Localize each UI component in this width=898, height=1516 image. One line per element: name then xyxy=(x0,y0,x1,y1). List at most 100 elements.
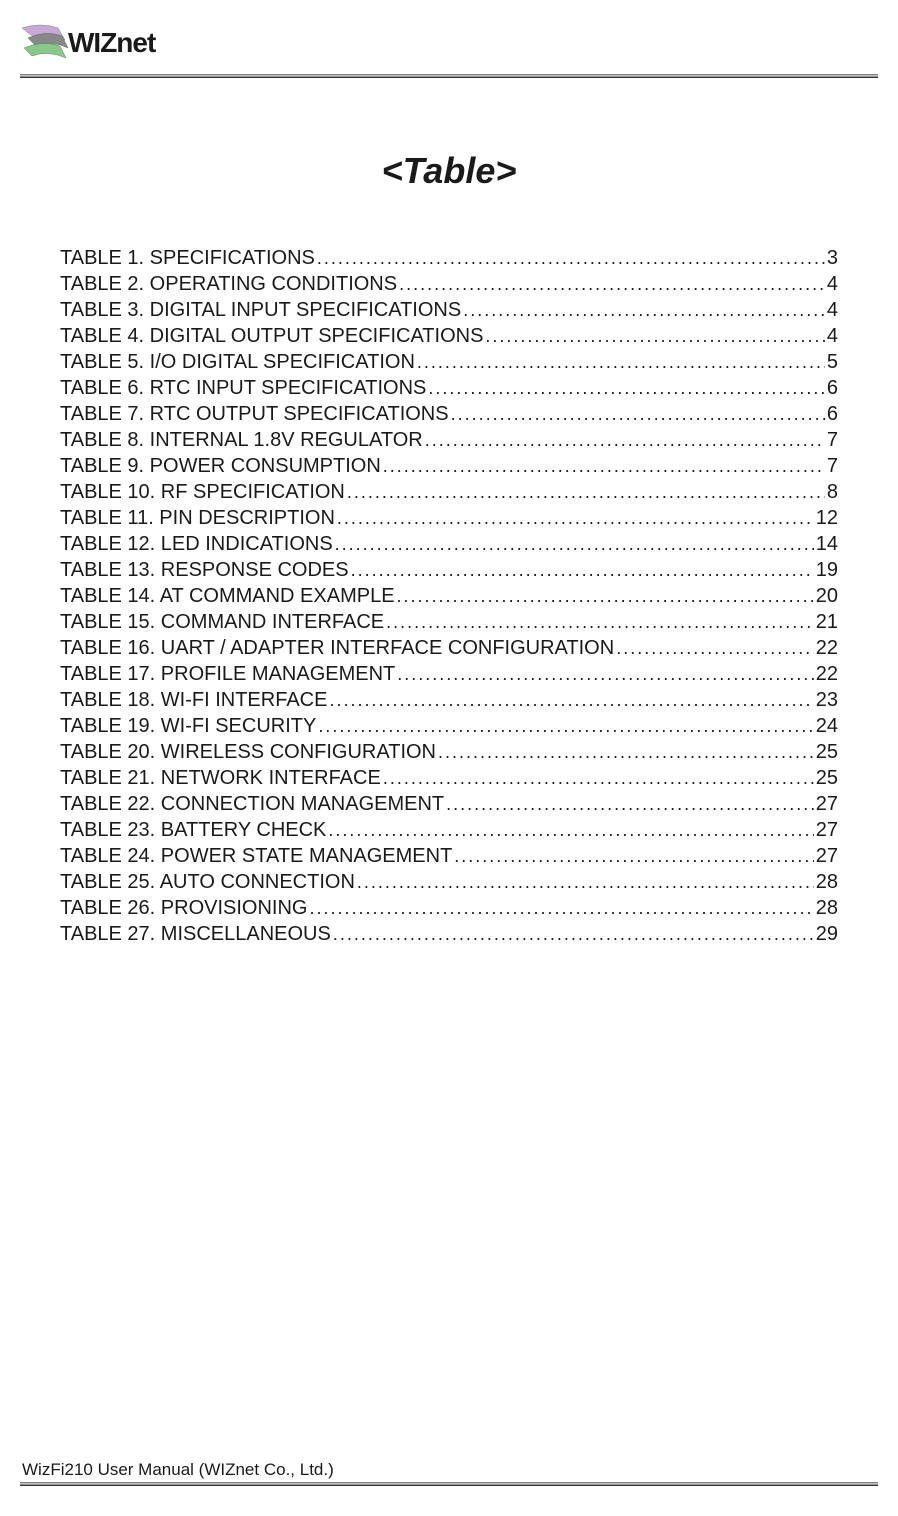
toc-page: 25 xyxy=(816,741,838,764)
page-title: <Table> xyxy=(50,150,848,192)
toc-entry: TABLE 10. RF SPECIFICATION8 xyxy=(60,481,838,504)
toc-label: TABLE 22. CONNECTION MANAGEMENT xyxy=(60,793,444,816)
page-footer: WizFi210 User Manual (WIZnet Co., Ltd.) xyxy=(20,1460,878,1486)
toc-dots xyxy=(446,793,814,816)
toc-page: 6 xyxy=(827,403,838,426)
toc-entry: TABLE 14. AT COMMAND EXAMPLE 20 xyxy=(60,585,838,608)
toc-label: TABLE 12. LED INDICATIONS xyxy=(60,533,333,556)
toc-dots xyxy=(616,637,814,660)
toc-label: TABLE 14. AT COMMAND EXAMPLE xyxy=(60,585,395,608)
footer-text: WizFi210 User Manual (WIZnet Co., Ltd.) xyxy=(20,1460,878,1480)
toc-dots xyxy=(399,273,825,296)
toc-label: TABLE 3. DIGITAL INPUT SPECIFICATIONS xyxy=(60,299,461,322)
toc-page: 6 xyxy=(827,377,838,400)
toc-label: TABLE 11. PIN DESCRIPTION xyxy=(60,507,335,530)
toc-entry: TABLE 24. POWER STATE MANAGEMENT 27 xyxy=(60,845,838,868)
toc-label: TABLE 20. WIRELESS CONFIGURATION xyxy=(60,741,436,764)
toc-dots xyxy=(425,429,825,452)
toc-dots xyxy=(329,689,813,712)
logo-mark-icon xyxy=(20,20,70,65)
toc-entry: TABLE 2. OPERATING CONDITIONS 4 xyxy=(60,273,838,296)
toc-page: 4 xyxy=(827,299,838,322)
logo: WIZnet xyxy=(20,20,155,65)
toc-page: 12 xyxy=(816,507,838,530)
toc-label: TABLE 2. OPERATING CONDITIONS xyxy=(60,273,397,296)
toc-dots xyxy=(383,767,814,790)
toc-page: 29 xyxy=(816,923,838,946)
toc-entry: TABLE 15. COMMAND INTERFACE 21 xyxy=(60,611,838,634)
toc-dots xyxy=(417,351,825,374)
toc-dots xyxy=(397,663,813,686)
toc-dots xyxy=(333,923,814,946)
toc-page: 25 xyxy=(816,767,838,790)
toc-entry: TABLE 12. LED INDICATIONS 14 xyxy=(60,533,838,556)
toc-entry: TABLE 6. RTC INPUT SPECIFICATIONS 6 xyxy=(60,377,838,400)
toc-label: TABLE 25. AUTO CONNECTION xyxy=(60,871,355,894)
toc-dots xyxy=(485,325,824,348)
toc-entry: TABLE 22. CONNECTION MANAGEMENT27 xyxy=(60,793,838,816)
toc-dots xyxy=(317,247,825,270)
toc-dots xyxy=(318,715,813,738)
toc-label: TABLE 6. RTC INPUT SPECIFICATIONS xyxy=(60,377,426,400)
page-header: WIZnet xyxy=(50,20,848,90)
toc-dots xyxy=(438,741,814,764)
toc-page: 28 xyxy=(816,871,838,894)
toc-dots xyxy=(383,455,825,478)
toc-entry: TABLE 25. AUTO CONNECTION 28 xyxy=(60,871,838,894)
toc-label: TABLE 1. SPECIFICATIONS xyxy=(60,247,315,270)
table-of-contents: TABLE 1. SPECIFICATIONS 3 TABLE 2. OPERAT… xyxy=(50,247,848,946)
toc-entry: TABLE 1. SPECIFICATIONS 3 xyxy=(60,247,838,270)
toc-page: 22 xyxy=(816,663,838,686)
toc-page: 5 xyxy=(827,351,838,374)
toc-label: TABLE 4. DIGITAL OUTPUT SPECIFICATIONS xyxy=(60,325,483,348)
toc-label: TABLE 19. WI-FI SECURITY xyxy=(60,715,316,738)
toc-page: 23 xyxy=(816,689,838,712)
toc-dots xyxy=(337,507,814,530)
toc-dots xyxy=(351,559,814,582)
toc-page: 19 xyxy=(816,559,838,582)
toc-page: 7 xyxy=(827,455,838,478)
toc-entry: TABLE 13. RESPONSE CODES 19 xyxy=(60,559,838,582)
toc-page: 22 xyxy=(816,637,838,660)
toc-entry: TABLE 18. WI-FI INTERFACE 23 xyxy=(60,689,838,712)
toc-page: 21 xyxy=(816,611,838,634)
toc-label: TABLE 23. BATTERY CHECK xyxy=(60,819,326,842)
logo-text: WIZnet xyxy=(68,27,155,59)
toc-page: 14 xyxy=(816,533,838,556)
toc-page: 28 xyxy=(816,897,838,920)
toc-entry: TABLE 17. PROFILE MANAGEMENT 22 xyxy=(60,663,838,686)
toc-page: 20 xyxy=(816,585,838,608)
toc-dots xyxy=(463,299,825,322)
toc-page: 4 xyxy=(827,325,838,348)
toc-entry: TABLE 7. RTC OUTPUT SPECIFICATIONS 6 xyxy=(60,403,838,426)
toc-label: TABLE 8. INTERNAL 1.8V REGULATOR xyxy=(60,429,423,452)
toc-label: TABLE 15. COMMAND INTERFACE xyxy=(60,611,384,634)
toc-dots xyxy=(347,481,825,504)
toc-entry: TABLE 27. MISCELLANEOUS29 xyxy=(60,923,838,946)
toc-entry: TABLE 8. INTERNAL 1.8V REGULATOR 7 xyxy=(60,429,838,452)
toc-entry: TABLE 5. I/O DIGITAL SPECIFICATION 5 xyxy=(60,351,838,374)
toc-label: TABLE 7. RTC OUTPUT SPECIFICATIONS xyxy=(60,403,449,426)
toc-label: TABLE 13. RESPONSE CODES xyxy=(60,559,349,582)
toc-page: 4 xyxy=(827,273,838,296)
toc-dots xyxy=(454,845,813,868)
toc-label: TABLE 5. I/O DIGITAL SPECIFICATION xyxy=(60,351,415,374)
toc-page: 3 xyxy=(827,247,838,270)
toc-label: TABLE 17. PROFILE MANAGEMENT xyxy=(60,663,395,686)
toc-label: TABLE 24. POWER STATE MANAGEMENT xyxy=(60,845,452,868)
toc-label: TABLE 18. WI-FI INTERFACE xyxy=(60,689,327,712)
toc-dots xyxy=(428,377,825,400)
toc-page: 27 xyxy=(816,845,838,868)
toc-entry: TABLE 9. POWER CONSUMPTION7 xyxy=(60,455,838,478)
toc-page: 7 xyxy=(827,429,838,452)
toc-dots xyxy=(397,585,814,608)
toc-dots xyxy=(451,403,825,426)
toc-entry: TABLE 19. WI-FI SECURITY24 xyxy=(60,715,838,738)
toc-entry: TABLE 3. DIGITAL INPUT SPECIFICATIONS 4 xyxy=(60,299,838,322)
toc-entry: TABLE 23. BATTERY CHECK27 xyxy=(60,819,838,842)
footer-divider xyxy=(20,1482,878,1486)
toc-label: TABLE 10. RF SPECIFICATION xyxy=(60,481,345,504)
toc-label: TABLE 26. PROVISIONING xyxy=(60,897,307,920)
toc-entry: TABLE 11. PIN DESCRIPTION 12 xyxy=(60,507,838,530)
toc-entry: TABLE 16. UART / ADAPTER INTERFACE CONFI… xyxy=(60,637,838,660)
